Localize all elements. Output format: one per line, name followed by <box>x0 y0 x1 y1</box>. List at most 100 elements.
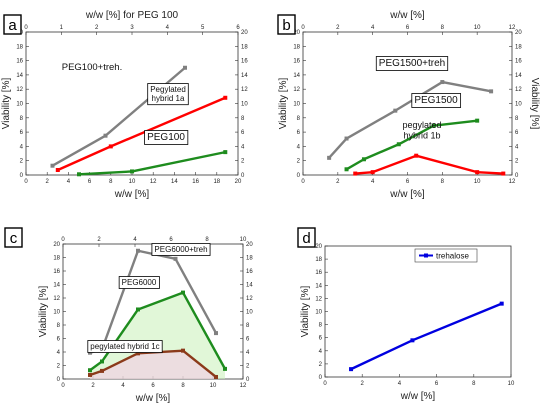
plot-frame <box>25 31 239 176</box>
data-point <box>353 171 358 176</box>
right-y-tick-label: 20 <box>246 242 253 248</box>
annotation-text: pegylated hybrid 1c <box>90 342 159 351</box>
series-annotation: PEG100 <box>144 130 189 145</box>
x-tick-label: 10 <box>210 383 217 389</box>
x-tick-label: 0 <box>61 383 65 389</box>
x-tick-label: 4 <box>67 179 71 185</box>
x-tick-label: 0 <box>323 381 327 387</box>
top-x-tick-label: 5 <box>201 25 205 31</box>
data-point <box>499 301 504 306</box>
data-point <box>410 338 415 343</box>
data-point <box>55 167 60 172</box>
annotation-text: PEG100+treh. <box>62 62 122 73</box>
right-y-tick-label: 8 <box>246 323 250 329</box>
annotation-text: PEG1500 <box>414 95 458 106</box>
annotation-line: Pegylated <box>150 85 186 94</box>
series-annotation: PEG6000+treh <box>151 243 211 256</box>
series-annotation: PEG1500+treh <box>375 56 449 71</box>
right-y-tick-label: 0 <box>246 377 250 383</box>
right-y-tick-label: 2 <box>246 364 250 370</box>
right-y-tick-label: 12 <box>515 87 522 93</box>
data-point <box>370 170 375 175</box>
y-tick-label: 18 <box>315 257 322 263</box>
y-tick-label: 2 <box>319 362 323 368</box>
y-tick-label: 20 <box>293 30 300 36</box>
right-y-tick-label: 4 <box>241 144 245 150</box>
annotation-box <box>151 243 211 256</box>
y-tick-label: 4 <box>319 349 323 355</box>
y-tick-label: 2 <box>20 159 24 165</box>
y-tick-label: 14 <box>53 283 60 289</box>
top-x-tick-label: 10 <box>240 237 247 243</box>
data-point <box>100 368 104 373</box>
top-x-tick-label: 2 <box>95 25 99 31</box>
panel-letter-box <box>277 14 296 35</box>
y-tick-label: 4 <box>297 144 301 150</box>
right-y-tick-label: 14 <box>515 73 522 79</box>
x-tick-label: 2 <box>336 179 340 185</box>
legend: trehalose <box>414 248 478 263</box>
x-tick-label: 4 <box>121 383 125 389</box>
right-y-tick-label: 0 <box>241 173 245 179</box>
x-tick-label: 12 <box>150 179 157 185</box>
data-point <box>223 150 228 155</box>
y-tick-label: 0 <box>57 377 61 383</box>
data-point <box>396 142 401 147</box>
annotation-box <box>375 56 449 71</box>
top-x-tick-label: 0 <box>61 237 65 243</box>
data-point <box>103 133 108 138</box>
annotation-box <box>411 93 462 108</box>
data-point <box>77 172 81 177</box>
x-tick-label: 4 <box>398 381 402 387</box>
y-tick-label: 16 <box>293 59 300 65</box>
series-line <box>57 96 226 172</box>
data-point <box>344 136 349 141</box>
top-x-tick-label: 2 <box>97 237 101 243</box>
x-tick-label: 8 <box>181 383 185 389</box>
data-point <box>344 167 349 172</box>
series-line <box>355 154 504 175</box>
y-axis-title: Viability [%] <box>278 78 289 130</box>
top-x-tick-label: 4 <box>166 25 170 31</box>
y-tick-label: 20 <box>53 242 60 248</box>
x-tick-label: 10 <box>474 179 481 185</box>
data-point <box>327 155 332 160</box>
annotation-text: PEG1500+treh <box>379 58 445 69</box>
x-axis-title: w/w [%] <box>400 391 436 402</box>
series-annotation: Pegylated hybrid 1a <box>147 83 189 106</box>
right-y-tick-label: 4 <box>515 144 519 150</box>
series-2 <box>88 348 218 379</box>
y-tick-label: 4 <box>20 144 24 150</box>
x-tick-label: 14 <box>171 179 178 185</box>
data-point <box>181 348 185 353</box>
x-tick-label: 10 <box>129 179 136 185</box>
x-tick-label: 18 <box>213 179 220 185</box>
annotation-text: pegylated hybrid 1b <box>402 120 441 140</box>
y-tick-label: 0 <box>20 173 24 179</box>
data-point <box>414 153 419 158</box>
y-tick-label: 18 <box>16 44 23 50</box>
right-y-tick-label: 14 <box>241 73 248 79</box>
data-point <box>108 144 113 149</box>
data-point <box>88 368 92 373</box>
series-annotation: PEG100+treh. <box>62 62 122 73</box>
top-x-tick-label: 2 <box>336 25 340 31</box>
y-tick-label: 14 <box>16 73 23 79</box>
top-x-tick-label: 6 <box>406 25 410 31</box>
right-y-tick-label: 6 <box>246 337 250 343</box>
right-y-tick-label: 18 <box>246 256 253 262</box>
x-tick-label: 8 <box>472 381 476 387</box>
y-tick-label: 4 <box>57 350 61 356</box>
right-y-tick-label: 18 <box>515 44 522 50</box>
series-2 <box>77 150 228 177</box>
x-tick-label: 6 <box>88 179 92 185</box>
top-x-tick-label: 3 <box>130 25 134 31</box>
y-tick-label: 8 <box>297 116 301 122</box>
top-x-tick-label: 0 <box>301 25 305 31</box>
annotation-box <box>87 340 163 353</box>
panel-letter-box <box>4 227 23 248</box>
series-annotation: pegylated hybrid 1b <box>402 120 441 140</box>
y-tick-label: 10 <box>53 310 60 316</box>
